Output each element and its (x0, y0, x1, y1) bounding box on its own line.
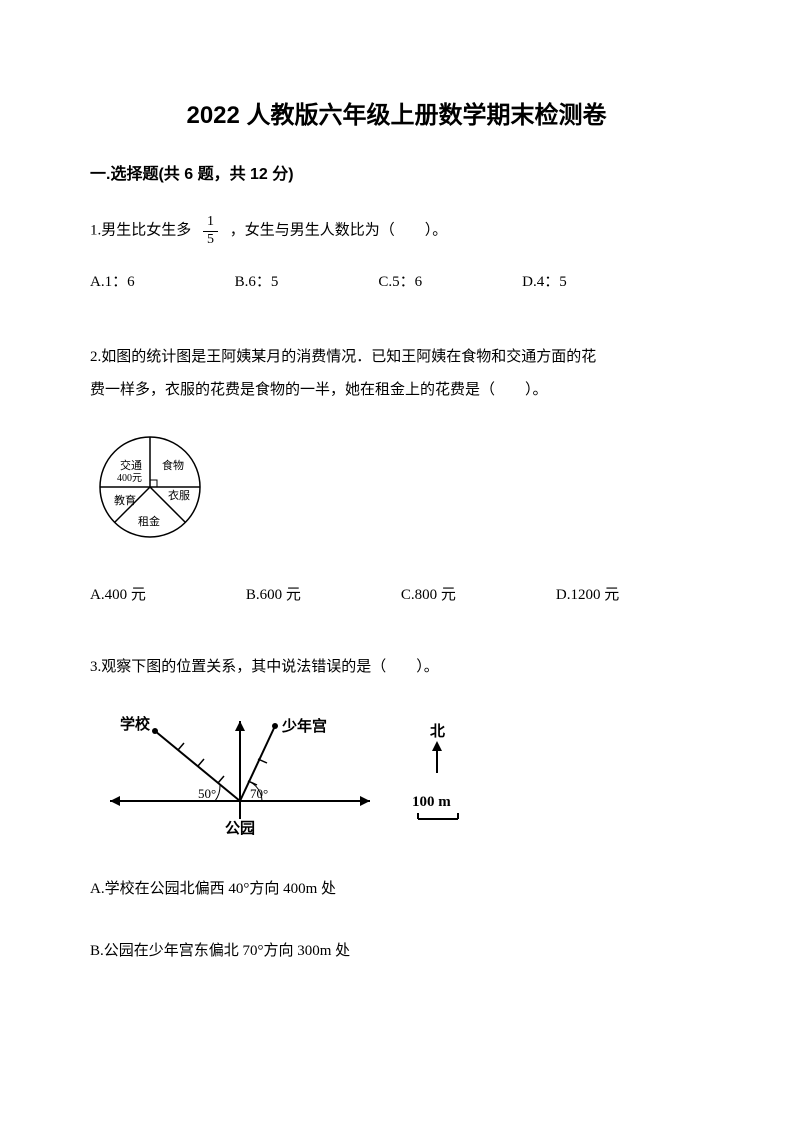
question-2: 2.如图的统计图是王阿姨某月的消费情况．已知王阿姨在食物和交通方面的花 费一样多… (90, 341, 703, 609)
q2-opt-a: A.400 元 (90, 582, 146, 609)
section-header: 一.选择题(共 6 题，共 12 分) (90, 160, 703, 184)
label-youth-palace: 少年宫 (281, 717, 327, 735)
q3-opt-a: A.学校在公园北偏西 40°方向 400m 处 (90, 876, 703, 903)
label-scale: 100 m (412, 794, 451, 810)
q3-opt-b: B.公园在少年宫东偏北 70°方向 300m 处 (90, 938, 703, 965)
pie-label-education: 教育 (114, 493, 136, 507)
q1-opt-d: D.4：5 (522, 269, 567, 296)
q3-options: A.学校在公园北偏西 40°方向 400m 处 B.公园在少年宫东偏北 70°方… (90, 876, 703, 965)
pie-label-rent: 租金 (138, 514, 160, 528)
q2-opt-b: B.600 元 (246, 582, 301, 609)
page-title: 2022 人教版六年级上册数学期末检测卷 (90, 95, 703, 130)
question-1: 1.男生比女生多 1 5 ，女生与男生人数比为（ ）。 A.1：6 B.6：5 … (90, 214, 703, 296)
label-school: 学校 (120, 715, 151, 733)
label-park: 公园 (225, 820, 255, 837)
q2-line1: 2.如图的统计图是王阿姨某月的消费情况．已知王阿姨在食物和交通方面的花 (90, 341, 703, 374)
angle-70: 70° (250, 786, 268, 801)
q2-pie-chart: 交通 400元 食物 衣服 教育 租金 (90, 427, 703, 557)
label-north: 北 (430, 723, 445, 740)
q1-opt-c: C.5：6 (378, 269, 422, 296)
q1-opt-a: A.1：6 (90, 269, 135, 296)
q1-frac-num: 1 (203, 214, 218, 232)
q1-text-before: 1.男生比女生多 (90, 223, 191, 239)
q1-fraction: 1 5 (203, 214, 218, 249)
q2-line2: 费一样多，衣服的花费是食物的一半，她在租金上的花费是（ ）。 (90, 374, 703, 407)
q2-opt-c: C.800 元 (401, 582, 456, 609)
q3-diagram: 50° 70° 学校 少年宫 公园 北 100 m (90, 701, 703, 851)
question-3: 3.观察下图的位置关系，其中说法错误的是（ ）。 (90, 654, 703, 965)
q1-frac-den: 5 (203, 232, 218, 249)
q2-opt-d: D.1200 元 (556, 582, 619, 609)
q2-text: 2.如图的统计图是王阿姨某月的消费情况．已知王阿姨在食物和交通方面的花 费一样多… (90, 341, 703, 407)
angle-50: 50° (198, 786, 216, 801)
q2-options: A.400 元 B.600 元 C.800 元 D.1200 元 (90, 582, 703, 609)
q3-text: 3.观察下图的位置关系，其中说法错误的是（ ）。 (90, 654, 703, 681)
pie-label-clothes: 衣服 (168, 488, 190, 502)
q1-opt-b: B.6：5 (235, 269, 279, 296)
pie-label-food: 食物 (162, 458, 184, 472)
q1-text-after: ，女生与男生人数比为（ ）。 (230, 223, 448, 239)
pie-label-transport-val: 400元 (117, 473, 142, 484)
pie-label-transport: 交通 (120, 458, 142, 472)
q1-options: A.1：6 B.6：5 C.5：6 D.4：5 (90, 269, 703, 296)
q1-text: 1.男生比女生多 1 5 ，女生与男生人数比为（ ）。 (90, 214, 703, 249)
